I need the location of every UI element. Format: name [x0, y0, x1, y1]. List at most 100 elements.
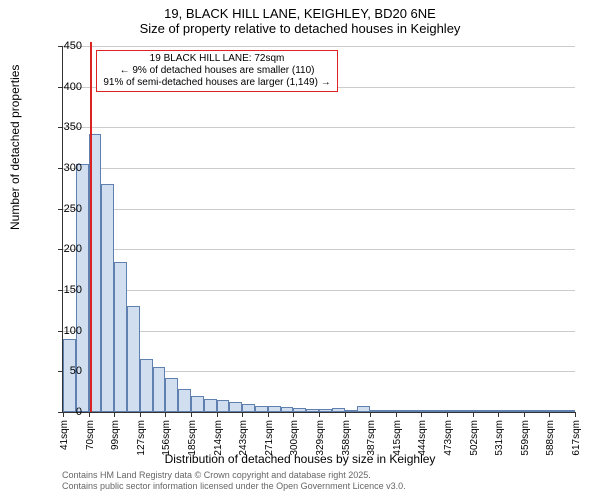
histogram-bar	[114, 262, 127, 412]
xtick-label: 358sqm	[341, 420, 352, 456]
histogram-bar	[421, 410, 434, 412]
y-axis-label: Number of detached properties	[8, 65, 22, 230]
ytick-label: 50	[46, 365, 82, 377]
annotation-box: 19 BLACK HILL LANE: 72sqm← 9% of detache…	[96, 50, 337, 92]
histogram-bar	[242, 404, 255, 412]
xtick-label: 444sqm	[417, 420, 428, 456]
xtick-label: 156sqm	[161, 420, 172, 456]
xtick-label: 588sqm	[545, 420, 556, 456]
xtick-mark	[421, 412, 422, 417]
histogram-bar	[357, 406, 370, 412]
histogram-bar	[383, 410, 396, 412]
histogram-bar	[511, 410, 524, 412]
xtick-mark	[114, 412, 115, 417]
xtick-mark	[165, 412, 166, 417]
xtick-mark	[191, 412, 192, 417]
histogram-bar	[498, 410, 511, 412]
xtick-mark	[319, 412, 320, 417]
chart-container: 19, BLACK HILL LANE, KEIGHLEY, BD20 6NE …	[0, 0, 600, 500]
histogram-bar	[434, 410, 447, 412]
gridline	[63, 46, 575, 47]
ytick-label: 450	[46, 40, 82, 52]
xtick-label: 99sqm	[110, 420, 121, 450]
attribution-line1: Contains HM Land Registry data © Crown c…	[62, 470, 406, 481]
xtick-label: 70sqm	[85, 420, 96, 450]
xtick-mark	[242, 412, 243, 417]
annotation-line2: ← 9% of detached houses are smaller (110…	[103, 65, 330, 77]
ytick-label: 200	[46, 243, 82, 255]
xtick-mark	[217, 412, 218, 417]
xtick-mark	[89, 412, 90, 417]
ytick-label: 400	[46, 81, 82, 93]
ytick-label: 300	[46, 162, 82, 174]
histogram-bar	[127, 306, 140, 412]
histogram-bar	[409, 410, 422, 412]
xtick-label: 415sqm	[392, 420, 403, 456]
histogram-bar	[204, 399, 217, 412]
xtick-label: 559sqm	[520, 420, 531, 456]
gridline	[63, 127, 575, 128]
xtick-mark	[345, 412, 346, 417]
xtick-label: 127sqm	[136, 420, 147, 456]
annotation-line3: 91% of semi-detached houses are larger (…	[103, 77, 330, 89]
histogram-bar	[537, 410, 550, 412]
xtick-mark	[549, 412, 550, 417]
attribution-line2: Contains public sector information licen…	[62, 481, 406, 492]
histogram-bar	[191, 396, 204, 412]
xtick-mark	[447, 412, 448, 417]
xtick-label: 329sqm	[315, 420, 326, 456]
gridline	[63, 290, 575, 291]
histogram-bar	[153, 367, 166, 412]
histogram-bar	[345, 410, 358, 412]
xtick-label: 271sqm	[264, 420, 275, 456]
histogram-bar	[396, 410, 409, 412]
histogram-bar	[229, 402, 242, 412]
xtick-mark	[498, 412, 499, 417]
histogram-bar	[140, 359, 153, 412]
histogram-bar	[101, 184, 114, 412]
histogram-bar	[447, 410, 460, 412]
histogram-bar	[293, 408, 306, 412]
histogram-bar	[165, 378, 178, 412]
gridline	[63, 209, 575, 210]
histogram-bar	[178, 389, 191, 412]
marker-line	[90, 42, 92, 412]
xtick-mark	[293, 412, 294, 417]
title-block: 19, BLACK HILL LANE, KEIGHLEY, BD20 6NE …	[0, 0, 600, 36]
x-axis-label: Distribution of detached houses by size …	[0, 452, 600, 466]
xtick-label: 214sqm	[213, 420, 224, 456]
xtick-mark	[268, 412, 269, 417]
xtick-label: 243sqm	[238, 420, 249, 456]
ytick-label: 150	[46, 284, 82, 296]
histogram-bar	[332, 408, 345, 412]
xtick-mark	[396, 412, 397, 417]
histogram-bar	[549, 410, 562, 412]
histogram-bar	[370, 410, 383, 412]
gridline	[63, 168, 575, 169]
xtick-mark	[473, 412, 474, 417]
ytick-label: 350	[46, 121, 82, 133]
histogram-bar	[281, 407, 294, 412]
histogram-bar	[306, 409, 319, 412]
xtick-label: 387sqm	[366, 420, 377, 456]
xtick-label: 300sqm	[289, 420, 300, 456]
gridline	[63, 331, 575, 332]
xtick-label: 473sqm	[443, 420, 454, 456]
xtick-label: 185sqm	[187, 420, 198, 456]
xtick-label: 531sqm	[494, 420, 505, 456]
title-line2: Size of property relative to detached ho…	[0, 21, 600, 36]
attribution: Contains HM Land Registry data © Crown c…	[62, 470, 406, 492]
histogram-bar	[268, 406, 281, 413]
ytick-label: 250	[46, 203, 82, 215]
xtick-mark	[370, 412, 371, 417]
histogram-bar	[524, 410, 537, 412]
gridline	[63, 249, 575, 250]
chart-area: 19 BLACK HILL LANE: 72sqm← 9% of detache…	[62, 46, 575, 413]
histogram-bar	[319, 409, 332, 412]
histogram-bar	[473, 410, 486, 412]
histogram-bar	[485, 410, 498, 412]
xtick-label: 41sqm	[59, 420, 70, 450]
ytick-label: 0	[46, 406, 82, 418]
title-line1: 19, BLACK HILL LANE, KEIGHLEY, BD20 6NE	[0, 6, 600, 21]
histogram-bar	[217, 400, 230, 412]
